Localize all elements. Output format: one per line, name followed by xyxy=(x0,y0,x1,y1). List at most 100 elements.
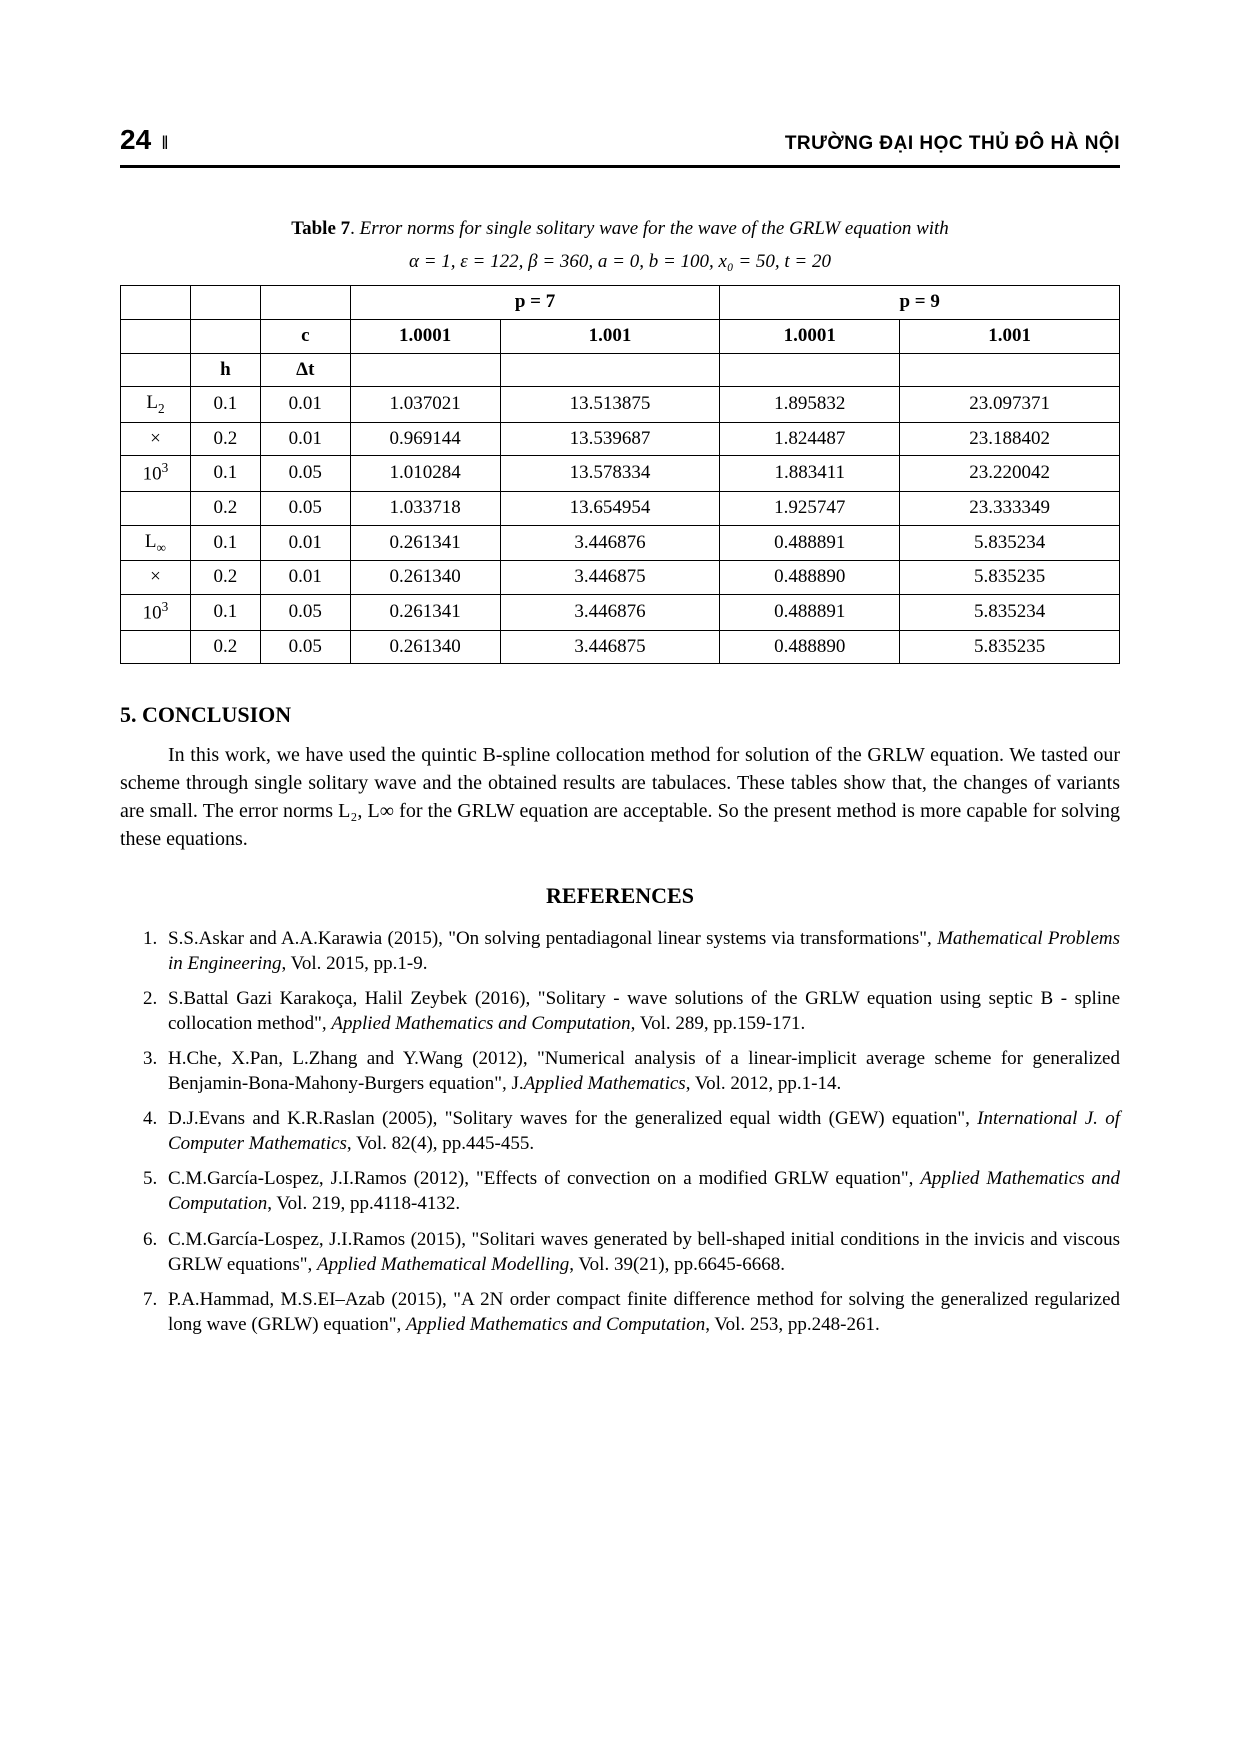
table-cell: 0.01 xyxy=(260,387,350,422)
table-cell: 0.05 xyxy=(260,630,350,664)
table-cell: L∞ xyxy=(121,525,191,560)
table-params: α = 1, ε = 122, β = 360, a = 0, b = 100,… xyxy=(120,249,1120,276)
table-body: L20.10.011.03702113.5138751.89583223.097… xyxy=(121,387,1120,664)
table-cell: 13.654954 xyxy=(500,492,720,526)
ref-pre: C.M.García-Lospez, J.I.Ramos (2012), "Ef… xyxy=(168,1168,920,1189)
ref-ital: Applied Mathematics xyxy=(524,1073,686,1094)
table-cell: 0.05 xyxy=(260,594,350,630)
header-separator: ‖ xyxy=(162,133,168,154)
table-cell: 3.446875 xyxy=(500,630,720,664)
table-row: L∞0.10.010.2613413.4468760.4888915.83523… xyxy=(121,525,1120,560)
table-cell: 0.1 xyxy=(190,525,260,560)
reference-item: C.M.García-Lospez, J.I.Ramos (2015), "So… xyxy=(162,1227,1120,1277)
table-cell: 0.05 xyxy=(260,492,350,526)
table-cell: 0.261341 xyxy=(350,594,500,630)
ref-post: , Vol. 289, pp.159-171. xyxy=(631,1013,806,1034)
reference-item: P.A.Hammad, M.S.EI–Azab (2015), "A 2N or… xyxy=(162,1287,1120,1337)
table-cell: 1.037021 xyxy=(350,387,500,422)
table-cell: 3.446876 xyxy=(500,594,720,630)
table-cell: 0.1 xyxy=(190,387,260,422)
table-cell: 23.333349 xyxy=(900,492,1120,526)
page-number-block: 24 ‖ xyxy=(120,120,174,159)
table-cell: 13.539687 xyxy=(500,422,720,456)
th-blank xyxy=(500,353,720,387)
table-cell: 3.446876 xyxy=(500,525,720,560)
table-cell: 0.488891 xyxy=(720,525,900,560)
table-cell: 3.446875 xyxy=(500,561,720,595)
table-caption: Table 7. Error norms for single solitary… xyxy=(120,216,1120,243)
table-cell: 0.1 xyxy=(190,456,260,492)
table-cell: 0.05 xyxy=(260,456,350,492)
table-cell: 0.1 xyxy=(190,594,260,630)
th-p7: p = 7 xyxy=(350,286,720,320)
table-cell: 5.835234 xyxy=(900,594,1120,630)
th-blank xyxy=(720,353,900,387)
table-cell: 0.2 xyxy=(190,630,260,664)
error-norms-table: p = 7 p = 9 c 1.0001 1.001 1.0001 1.001 … xyxy=(120,285,1120,664)
table-row: 1030.10.051.01028413.5783341.88341123.22… xyxy=(121,456,1120,492)
table-cell: 0.01 xyxy=(260,525,350,560)
ref-post: , Vol. 39(21), pp.6645-6668. xyxy=(569,1254,785,1275)
ref-post: , Vol. 2012, pp.1-14. xyxy=(686,1073,842,1094)
th-blank xyxy=(260,286,350,320)
conclusion-paragraph: In this work, we have used the quintic B… xyxy=(120,741,1120,853)
table-row: 1030.10.050.2613413.4468760.4888915.8352… xyxy=(121,594,1120,630)
table-row: ×0.20.010.96914413.5396871.82448723.1884… xyxy=(121,422,1120,456)
ref-pre: S.S.Askar and A.A.Karawia (2015), "On so… xyxy=(168,928,937,949)
page-number: 24 xyxy=(120,124,151,155)
table-cell: 0.261341 xyxy=(350,525,500,560)
table-cell: 0.488891 xyxy=(720,594,900,630)
table-label: Table 7 xyxy=(291,218,350,239)
reference-item: D.J.Evans and K.R.Raslan (2005), "Solita… xyxy=(162,1106,1120,1156)
ref-post: , Vol. 253, pp.248-261. xyxy=(705,1314,880,1335)
ref-ital: Applied Mathematics and Computation xyxy=(406,1314,705,1335)
th-blank xyxy=(121,353,191,387)
th-blank xyxy=(190,286,260,320)
conclusion-heading: 5. CONCLUSION xyxy=(120,700,1120,731)
table-cell: 23.097371 xyxy=(900,387,1120,422)
ref-post: , Vol. 2015, pp.1-9. xyxy=(281,953,427,974)
ref-pre: D.J.Evans and K.R.Raslan (2005), "Solita… xyxy=(168,1108,977,1129)
table-cell: 0.01 xyxy=(260,422,350,456)
table-head: p = 7 p = 9 c 1.0001 1.001 1.0001 1.001 … xyxy=(121,286,1120,387)
table-cell: 5.835235 xyxy=(900,630,1120,664)
table-row: L20.10.011.03702113.5138751.89583223.097… xyxy=(121,387,1120,422)
table-cell: 0.01 xyxy=(260,561,350,595)
table-cell: 5.835235 xyxy=(900,561,1120,595)
ref-post: , Vol. 219, pp.4118-4132. xyxy=(267,1193,460,1214)
page-header: 24 ‖ TRƯỜNG ĐẠI HỌC THỦ ĐÔ HÀ NỘI xyxy=(120,120,1120,168)
table-cell: 13.578334 xyxy=(500,456,720,492)
table-cell: 23.188402 xyxy=(900,422,1120,456)
th-blank xyxy=(121,286,191,320)
th-blank xyxy=(900,353,1120,387)
ref-post: , Vol. 82(4), pp.445-455. xyxy=(347,1133,534,1154)
table-cell: × xyxy=(121,422,191,456)
table-cell: 0.2 xyxy=(190,561,260,595)
table-cell: 0.261340 xyxy=(350,561,500,595)
reference-item: S.Battal Gazi Karakoça, Halil Zeybek (20… xyxy=(162,986,1120,1036)
page: 24 ‖ TRƯỜNG ĐẠI HỌC THỦ ĐÔ HÀ NỘI Table … xyxy=(0,0,1240,1753)
table-cell: 1.033718 xyxy=(350,492,500,526)
th-blank xyxy=(121,319,191,353)
ref-ital: Applied Mathematics and Computation xyxy=(331,1013,630,1034)
table-cell: 13.513875 xyxy=(500,387,720,422)
table-cell xyxy=(121,492,191,526)
table-row: ×0.20.010.2613403.4468750.4888905.835235 xyxy=(121,561,1120,595)
th-v3: 1.0001 xyxy=(720,319,900,353)
reference-item: C.M.García-Lospez, J.I.Ramos (2012), "Ef… xyxy=(162,1166,1120,1216)
journal-name: TRƯỜNG ĐẠI HỌC THỦ ĐÔ HÀ NỘI xyxy=(785,131,1120,158)
table-cell: 1.010284 xyxy=(350,456,500,492)
table-cell: 0.2 xyxy=(190,422,260,456)
ref-ital: Applied Mathematical Modelling xyxy=(317,1254,569,1275)
table-cell: 103 xyxy=(121,456,191,492)
table-cell: 1.824487 xyxy=(720,422,900,456)
table-row: 0.20.051.03371813.6549541.92574723.33334… xyxy=(121,492,1120,526)
th-p9: p = 9 xyxy=(720,286,1120,320)
th-v1: 1.0001 xyxy=(350,319,500,353)
table-cell: 0.261340 xyxy=(350,630,500,664)
th-c: c xyxy=(260,319,350,353)
table-cell: 23.220042 xyxy=(900,456,1120,492)
table-cell: 0.488890 xyxy=(720,561,900,595)
table-cell: × xyxy=(121,561,191,595)
table-row: 0.20.050.2613403.4468750.4888905.835235 xyxy=(121,630,1120,664)
